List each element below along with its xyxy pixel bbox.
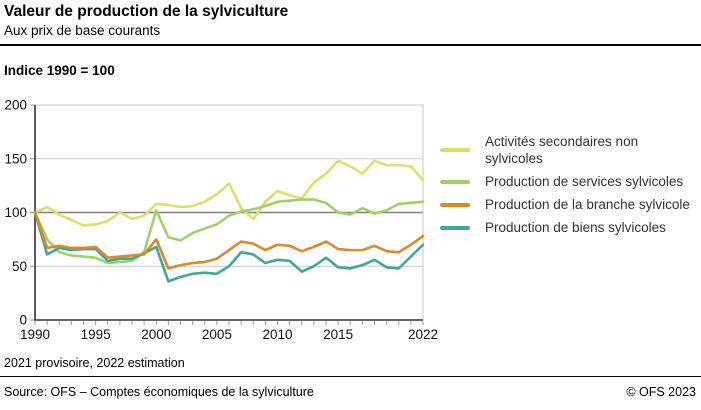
x-tick-label: 2010 — [262, 327, 292, 342]
y-tick-label: 200 — [4, 98, 27, 113]
chart-footnote: 2021 provisoire, 2022 estimation — [4, 356, 185, 370]
bottom-divider — [0, 376, 701, 377]
legend-label: Activités secondaires non sylvicoles — [485, 134, 639, 166]
legend-item-production-de-biens-sylvicoles: Production de biens sylvicoles — [440, 219, 698, 236]
top-divider — [0, 44, 701, 46]
y-tick-label: 0 — [19, 313, 27, 328]
series-line-activites-secondaires-non-sylvicoles — [33, 159, 425, 227]
y-tick-label: 50 — [12, 259, 27, 274]
legend-swatch-production-de-services-sylvicoles — [440, 179, 470, 184]
page-title: Valeur de production de la sylviculture — [4, 3, 289, 20]
legend-swatch-activites-secondaires-non-sylvicoles — [440, 148, 470, 152]
legend-item-production-de-services-sylvicoles: Production de services sylvicoles — [440, 173, 698, 190]
page-subtitle: Aux prix de base courants — [4, 23, 161, 38]
series-line-production-de-services-sylvicoles — [33, 198, 425, 265]
legend-label: Production de biens sylvicoles — [485, 220, 666, 235]
series-line-production-de-la-branche-sylvicole — [33, 211, 425, 270]
y-tick-label: 150 — [4, 151, 27, 166]
x-tick-label: 2005 — [202, 327, 232, 342]
series-line-production-de-biens-sylvicoles — [33, 211, 425, 283]
x-tick-label: 1995 — [81, 327, 111, 342]
legend-label: Production de services sylvicoles — [485, 174, 684, 189]
legend-swatch-production-de-biens-sylvicoles — [440, 225, 470, 230]
legend-item-activites-secondaires-non-sylvicoles: Activités secondaires non sylvicoles — [440, 133, 698, 167]
source-label: Source: OFS – Comptes économiques de la … — [4, 385, 314, 399]
chart-legend: Activités secondaires non sylvicoles Prod… — [440, 133, 698, 242]
x-tick-label: 2015 — [323, 327, 353, 342]
x-tick-label: 2022 — [408, 327, 438, 342]
x-tick-label: 2000 — [141, 327, 171, 342]
legend-item-production-de-la-branche-sylvicole: Production de la branche sylvicole — [440, 196, 698, 213]
index-base-label: Indice 1990 = 100 — [4, 63, 115, 78]
x-tick-label: 1990 — [20, 327, 50, 342]
legend-label: Production de la branche sylvicole — [485, 197, 690, 212]
y-tick-label: 100 — [4, 205, 27, 220]
legend-swatch-production-de-la-branche-sylvicole — [440, 202, 470, 207]
copyright-label: © OFS 2023 — [626, 385, 696, 399]
